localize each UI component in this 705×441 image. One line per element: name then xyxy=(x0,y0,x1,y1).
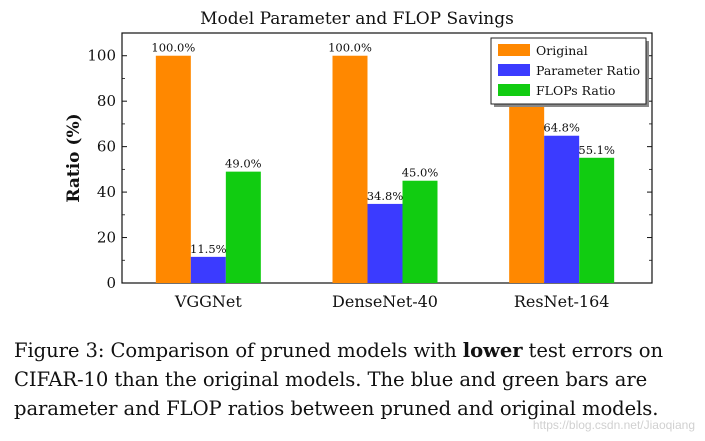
legend-label-parameter-ratio: Parameter Ratio xyxy=(536,63,640,78)
x-tick-label: ResNet-164 xyxy=(514,292,610,311)
bar-parameter-ratio-vggnet xyxy=(190,256,226,283)
bar-original-densenet-40 xyxy=(332,55,368,284)
bar-value-label: 64.8% xyxy=(543,121,580,135)
legend-label-flops-ratio: FLOPs Ratio xyxy=(536,83,615,98)
bar-flops-ratio-vggnet xyxy=(225,171,261,283)
bar-original-vggnet xyxy=(155,55,191,284)
bar-value-label: 100.0% xyxy=(328,41,372,55)
bar-flops-ratio-densenet-40 xyxy=(402,180,438,283)
y-tick-label: 0 xyxy=(106,274,116,292)
y-tick-label: 80 xyxy=(97,92,116,110)
bar-value-label: 55.1% xyxy=(578,143,615,157)
caption-bold: lower xyxy=(462,339,523,362)
watermark: https://blog.csdn.net/Jiaoqiang xyxy=(532,418,695,432)
chart-title: Model Parameter and FLOP Savings xyxy=(200,9,514,29)
legend-swatch-parameter-ratio xyxy=(498,64,530,76)
chart-legend: Original Parameter Ratio FLOPs Ratio xyxy=(490,37,649,107)
bar-value-label: 11.5% xyxy=(190,242,227,256)
y-tick-label: 40 xyxy=(97,183,116,201)
legend-label-original: Original xyxy=(536,43,588,58)
caption-prefix: Figure 3: Comparison of pruned models wi… xyxy=(14,339,463,362)
bar-parameter-ratio-densenet-40 xyxy=(367,203,403,283)
legend-swatch-flops-ratio xyxy=(498,84,530,96)
bar-flops-ratio-resnet-164 xyxy=(579,157,615,283)
y-tick-label: 100 xyxy=(87,47,116,65)
chart-axes: 0 20 40 60 80 100 VGGNet DenseNet-40 ResNet-164 xyxy=(87,32,653,311)
y-tick-label: 60 xyxy=(97,138,116,156)
caption-suffix: test errors on CIFAR-10 than the origina… xyxy=(14,339,663,420)
figure-caption: Figure 3: Comparison of pruned models wi… xyxy=(14,336,694,423)
bar-value-label: 49.0% xyxy=(225,157,262,171)
y-tick-label: 20 xyxy=(97,229,116,247)
x-tick-label: VGGNet xyxy=(174,292,243,311)
legend-swatch-original xyxy=(498,44,530,56)
x-tick-label: DenseNet-40 xyxy=(332,292,438,311)
bar-value-label: 100.0% xyxy=(151,41,195,55)
y-axis-label: Ratio (%) xyxy=(64,113,84,202)
bar-value-label: 45.0% xyxy=(402,166,439,180)
bar-value-label: 34.8% xyxy=(367,189,404,203)
bar-parameter-ratio-resnet-164 xyxy=(544,135,580,283)
